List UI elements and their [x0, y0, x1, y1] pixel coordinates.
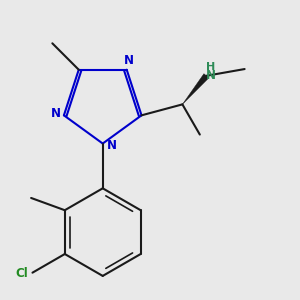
Text: H: H — [206, 62, 215, 72]
Polygon shape — [182, 74, 209, 104]
Text: N: N — [107, 139, 117, 152]
Text: N: N — [124, 54, 134, 67]
Text: N: N — [206, 69, 216, 82]
Text: Cl: Cl — [15, 267, 28, 280]
Text: N: N — [51, 107, 61, 120]
